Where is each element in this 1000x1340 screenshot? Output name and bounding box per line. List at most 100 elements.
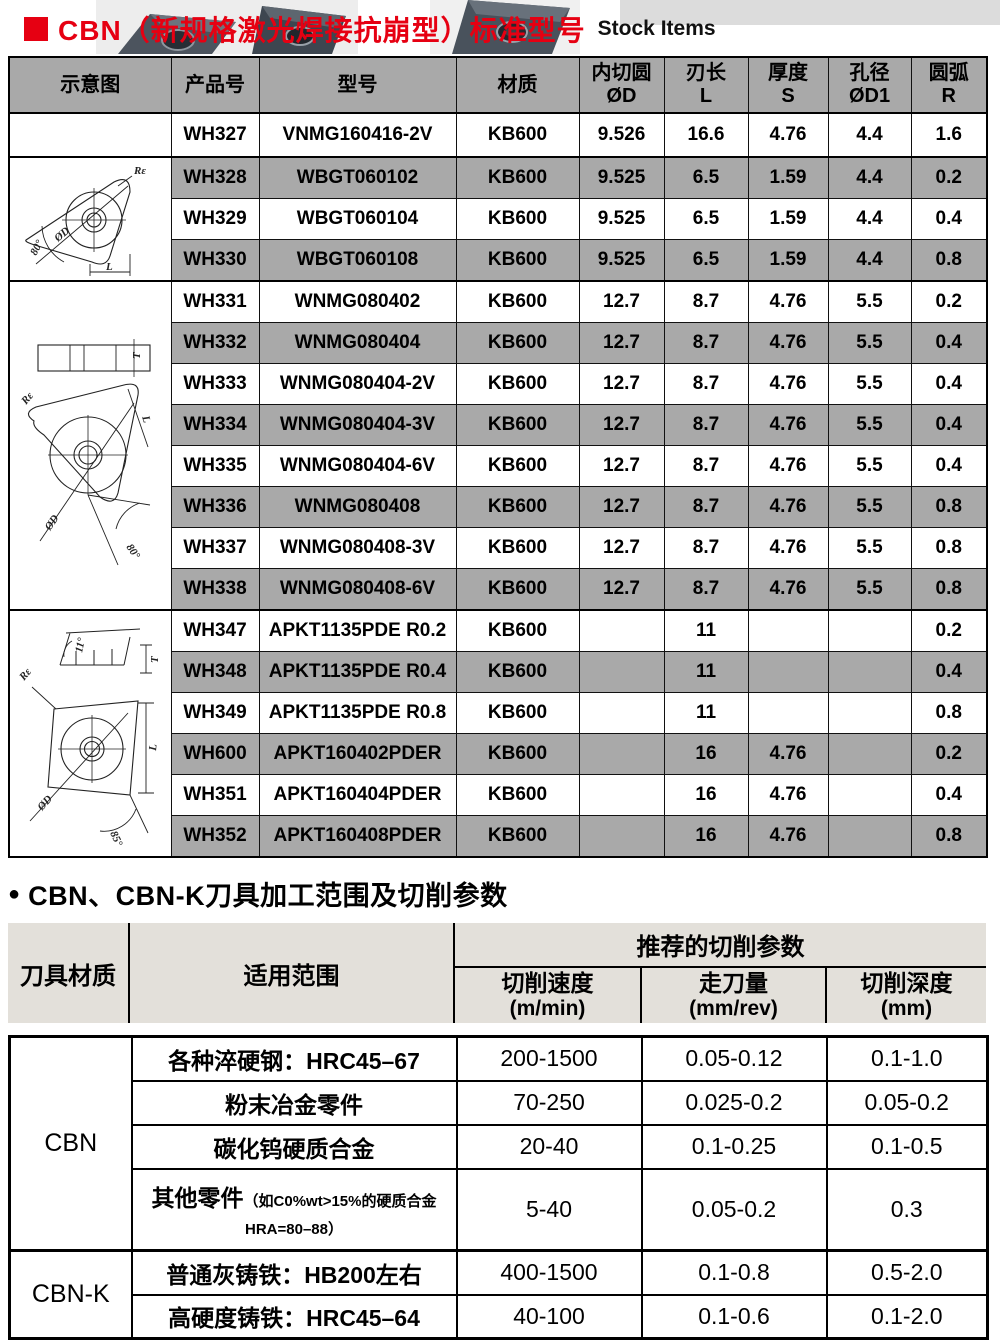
cell-product-no: WH351 [170, 774, 260, 816]
cell-thickness: 1.59 [747, 198, 829, 240]
cell-application-range: 普通灰铸铁：HB200左右 [130, 1249, 458, 1296]
diagram-cell-apkt: 11° T Rε ØD L 85° [8, 609, 172, 858]
cell-corner-radius: 0.4 [910, 322, 988, 364]
cell-model: APKT160404PDER [258, 774, 457, 816]
cell-material: KB600 [455, 404, 580, 446]
apkt-insert-diagram: 11° T Rε ØD L 85° [17, 628, 161, 848]
cell-edge-length: 16.6 [663, 112, 749, 158]
cell-edge-length: 6.5 [663, 156, 749, 199]
cell-corner-radius: 1.6 [910, 112, 988, 158]
table-row: WH337 WNMG080408-3V KB600 12.7 8.7 4.76 5.5 0.8 [9, 527, 988, 569]
cell-product-no: WH329 [170, 198, 260, 240]
cell-material: KB600 [455, 445, 580, 487]
cell-edge-length: 8.7 [663, 445, 749, 487]
cell-inscribed-circle: 12.7 [578, 527, 665, 569]
table-row: WH351 APKT160404PDER KB600 16 4.76 0.4 [9, 774, 988, 816]
header-text: 产品号 [185, 73, 245, 96]
header-inscribed-circle: 内切圆 ØD [578, 56, 665, 114]
cell-hole-diameter: 4.4 [827, 112, 912, 158]
label-length: L [105, 261, 113, 273]
header-cutting-speed: 切削速度 (m/min) [455, 968, 640, 1023]
cell-cutting-depth: 0.5-2.0 [825, 1249, 989, 1296]
label-thickness: T [149, 655, 161, 663]
cell-model: APKT1135PDE R0.2 [258, 609, 457, 652]
label-diameter: ØD [52, 225, 73, 245]
cell-model: WNMG080408-3V [258, 527, 457, 569]
diagram-cell-wbgt: Rε ØD 80° L [8, 156, 172, 282]
cell-thickness: 4.76 [747, 568, 829, 611]
cell-model: WBGT060102 [258, 156, 457, 199]
cell-edge-length: 8.7 [663, 322, 749, 364]
cell-material: KB600 [455, 198, 580, 240]
cell-feed-rate: 0.025-0.2 [640, 1079, 828, 1126]
cell-inscribed-circle: 12.7 [578, 363, 665, 405]
table-row: 高硬度铸铁：HRC45–64 40-100 0.1-0.6 0.1-2.0 [10, 1293, 989, 1340]
cell-inscribed-circle: 12.7 [578, 486, 665, 528]
cell-product-no: WH348 [170, 651, 260, 693]
range-text: 各种淬硬钢：HRC45–67 [168, 1047, 420, 1074]
cell-edge-length: 16 [663, 774, 749, 816]
table-row: WH348 APKT1135PDE R0.4 KB600 11 0.4 [9, 651, 988, 693]
cell-thickness: 4.76 [747, 486, 829, 528]
cell-cutting-depth: 0.05-0.2 [825, 1079, 989, 1126]
cell-corner-radius: 0.8 [910, 692, 988, 734]
cell-thickness: 4.76 [747, 280, 829, 323]
table-row: WH327 VNMG160416-2V KB600 9.526 16.6 4.76 4.4 1… [8, 112, 988, 158]
cell-inscribed-circle: 9.525 [578, 156, 665, 199]
params-heading-text: CBN、CBN-K刀具加工范围及切削参数 [28, 881, 508, 911]
cell-model: WNMG080408 [258, 486, 457, 528]
header-subtext: R [941, 85, 956, 107]
cell-corner-radius: 0.4 [910, 404, 988, 446]
cell-application-range: 其他零件（如C0%wt>15%的硬质合金HRA=80–88） [130, 1167, 458, 1252]
cell-thickness: 4.76 [747, 527, 829, 569]
cell-corner-radius: 0.4 [910, 651, 988, 693]
cell-edge-length: 6.5 [663, 198, 749, 240]
cell-inscribed-circle [578, 774, 665, 816]
cell-hole-diameter: 5.5 [827, 568, 912, 611]
label-diameter: ØD [42, 512, 62, 533]
header-hole-diameter: 孔径 ØD1 [827, 56, 912, 114]
cell-model: WNMG080408-6V [258, 568, 457, 611]
bullet-icon: ● [8, 882, 21, 905]
cell-product-no: WH338 [170, 568, 260, 611]
cell-edge-length: 6.5 [663, 239, 749, 282]
cell-thickness: 4.76 [747, 363, 829, 405]
cell-inscribed-circle [578, 651, 665, 693]
cell-edge-length: 8.7 [663, 404, 749, 446]
header-thickness: 厚度 S [747, 56, 829, 114]
cell-hole-diameter [827, 651, 912, 693]
cell-material: KB600 [455, 112, 580, 158]
cell-application-range: 粉末冶金零件 [130, 1079, 458, 1126]
table-row: WH334 WNMG080404-3V KB600 12.7 8.7 4.76 5.5 0.4 [9, 404, 988, 446]
cell-inscribed-circle: 12.7 [578, 568, 665, 611]
table-row: WH335 WNMG080404-6V KB600 12.7 8.7 4.76 5.5 0.4 [9, 445, 988, 487]
table-row: 11° T Rε ØD L 85° WH347 APKT1135PDE R0.2 K… [8, 609, 988, 858]
cell-inscribed-circle: 12.7 [578, 445, 665, 487]
cell-application-range: 碳化钨硬质合金 [130, 1123, 458, 1170]
table-row: 其他零件（如C0%wt>15%的硬质合金HRA=80–88） 5-40 0.05-0… [10, 1167, 989, 1252]
header-unit: (mm/rev) [689, 996, 778, 1020]
cell-corner-radius: 0.2 [910, 156, 988, 199]
cell-corner-radius: 0.4 [910, 198, 988, 240]
range-text: 普通灰铸铁：HB200左右 [166, 1261, 422, 1288]
cell-thickness: 4.76 [747, 404, 829, 446]
diagram-cell-wnmg: T Rε L ØD 80° [8, 280, 172, 611]
cell-hole-diameter: 5.5 [827, 280, 912, 323]
cell-thickness [747, 609, 829, 652]
table-row: WH333 WNMG080404-2V KB600 12.7 8.7 4.76 5.5 0.4 [9, 363, 988, 405]
cell-model: WBGT060108 [258, 239, 457, 282]
header-subtext: S [781, 85, 795, 107]
header-model: 型号 [258, 56, 457, 114]
header-text: 孔径 [849, 62, 890, 84]
header-feed-rate: 走刀量 (mm/rev) [640, 968, 825, 1023]
cell-corner-radius: 0.8 [910, 239, 988, 282]
cell-inscribed-circle: 9.525 [578, 239, 665, 282]
cell-model: WBGT060104 [258, 198, 457, 240]
cell-product-no: WH347 [170, 609, 260, 652]
cell-thickness: 1.59 [747, 156, 829, 199]
cell-inscribed-circle: 9.525 [578, 198, 665, 240]
cell-cutting-speed: 20-40 [455, 1123, 643, 1170]
header-recommended-params-group: 推荐的切削参数 切削速度 (m/min) 走刀量 (mm/rev) 切削深度 (… [455, 923, 986, 1023]
cell-product-no: WH352 [170, 815, 260, 858]
cell-feed-rate: 0.1-0.25 [640, 1123, 828, 1170]
